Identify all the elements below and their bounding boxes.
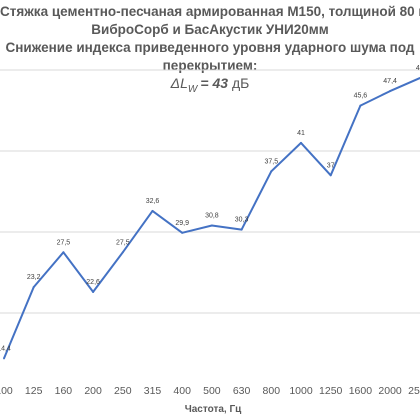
- index-line: ΔLW = 43 дБ: [0, 75, 420, 95]
- x-tick-label: 160: [55, 385, 73, 397]
- data-point: [32, 286, 35, 289]
- x-tick-label: 1600: [349, 385, 373, 397]
- data-labels: 14,4 23,2 27,5 22,6 27,5 32,6 29,9 30,8 30,3 37,5…: [0, 65, 420, 352]
- x-tick-label: 2000: [378, 385, 402, 397]
- title-line-4: перекрытием:: [162, 58, 258, 73]
- data-label: 47,4: [383, 78, 397, 85]
- data-point: [240, 228, 243, 231]
- data-label: 27,5: [116, 239, 130, 246]
- x-tick-label: 2500: [408, 385, 420, 397]
- title-line-1: Стяжка цементно-песчаная армированная М1…: [0, 4, 420, 19]
- data-label: 23,2: [27, 274, 41, 281]
- index-value: 43: [212, 75, 229, 91]
- data-label: 45,6: [354, 93, 368, 100]
- data-label: 37: [327, 162, 335, 169]
- x-tick-label: 1000: [289, 385, 313, 397]
- data-point: [389, 90, 392, 93]
- x-tick-label: 500: [203, 385, 221, 397]
- data-label: 29,9: [175, 220, 189, 227]
- index-unit: дБ: [231, 75, 250, 91]
- title-line-2: ВиброСорб и БасАкустик УНИ20мм: [91, 22, 329, 37]
- data-label: 14,4: [0, 345, 11, 352]
- data-point: [92, 290, 95, 293]
- index-symbol: ΔL: [170, 75, 188, 91]
- data-point: [62, 251, 65, 254]
- index-eq: =: [200, 75, 209, 91]
- data-label: 30,8: [205, 213, 219, 220]
- x-tick-label: 800: [263, 385, 281, 397]
- grid-lines: [0, 69, 420, 314]
- x-tick-labels: 100 125 160 200 250 315 400 500 630 800 1000 1250 16…: [0, 385, 420, 397]
- x-tick-label: 250: [114, 385, 132, 397]
- x-tick-label: 1250: [319, 385, 343, 397]
- x-tick-label: 200: [84, 385, 102, 397]
- data-point: [210, 224, 213, 227]
- title-line-3: Снижение индекса приведенного уровня уда…: [5, 40, 415, 55]
- data-point: [121, 251, 124, 254]
- data-label: 27,5: [57, 239, 71, 246]
- x-tick-label: 125: [25, 385, 43, 397]
- data-point: [359, 104, 362, 107]
- series: [3, 77, 420, 360]
- data-label: 41: [297, 130, 305, 137]
- data-label: 22,6: [86, 279, 100, 286]
- x-tick-label: 400: [173, 385, 191, 397]
- data-point: [300, 141, 302, 144]
- data-point: [3, 357, 5, 360]
- data-label: 32,6: [146, 198, 160, 205]
- data-label: 49: [416, 65, 420, 72]
- x-tick-label: 100: [0, 385, 13, 397]
- x-tick-label: 630: [233, 385, 251, 397]
- data-point: [270, 170, 273, 173]
- data-point: [151, 209, 154, 212]
- index-subscript: W: [187, 83, 198, 95]
- data-label: 30,3: [235, 217, 249, 224]
- data-point: [329, 174, 332, 177]
- data-point: [181, 231, 184, 234]
- x-axis-label: Частота, Гц: [185, 404, 242, 415]
- x-tick-label: 315: [144, 385, 162, 397]
- data-label: 37,5: [264, 158, 278, 165]
